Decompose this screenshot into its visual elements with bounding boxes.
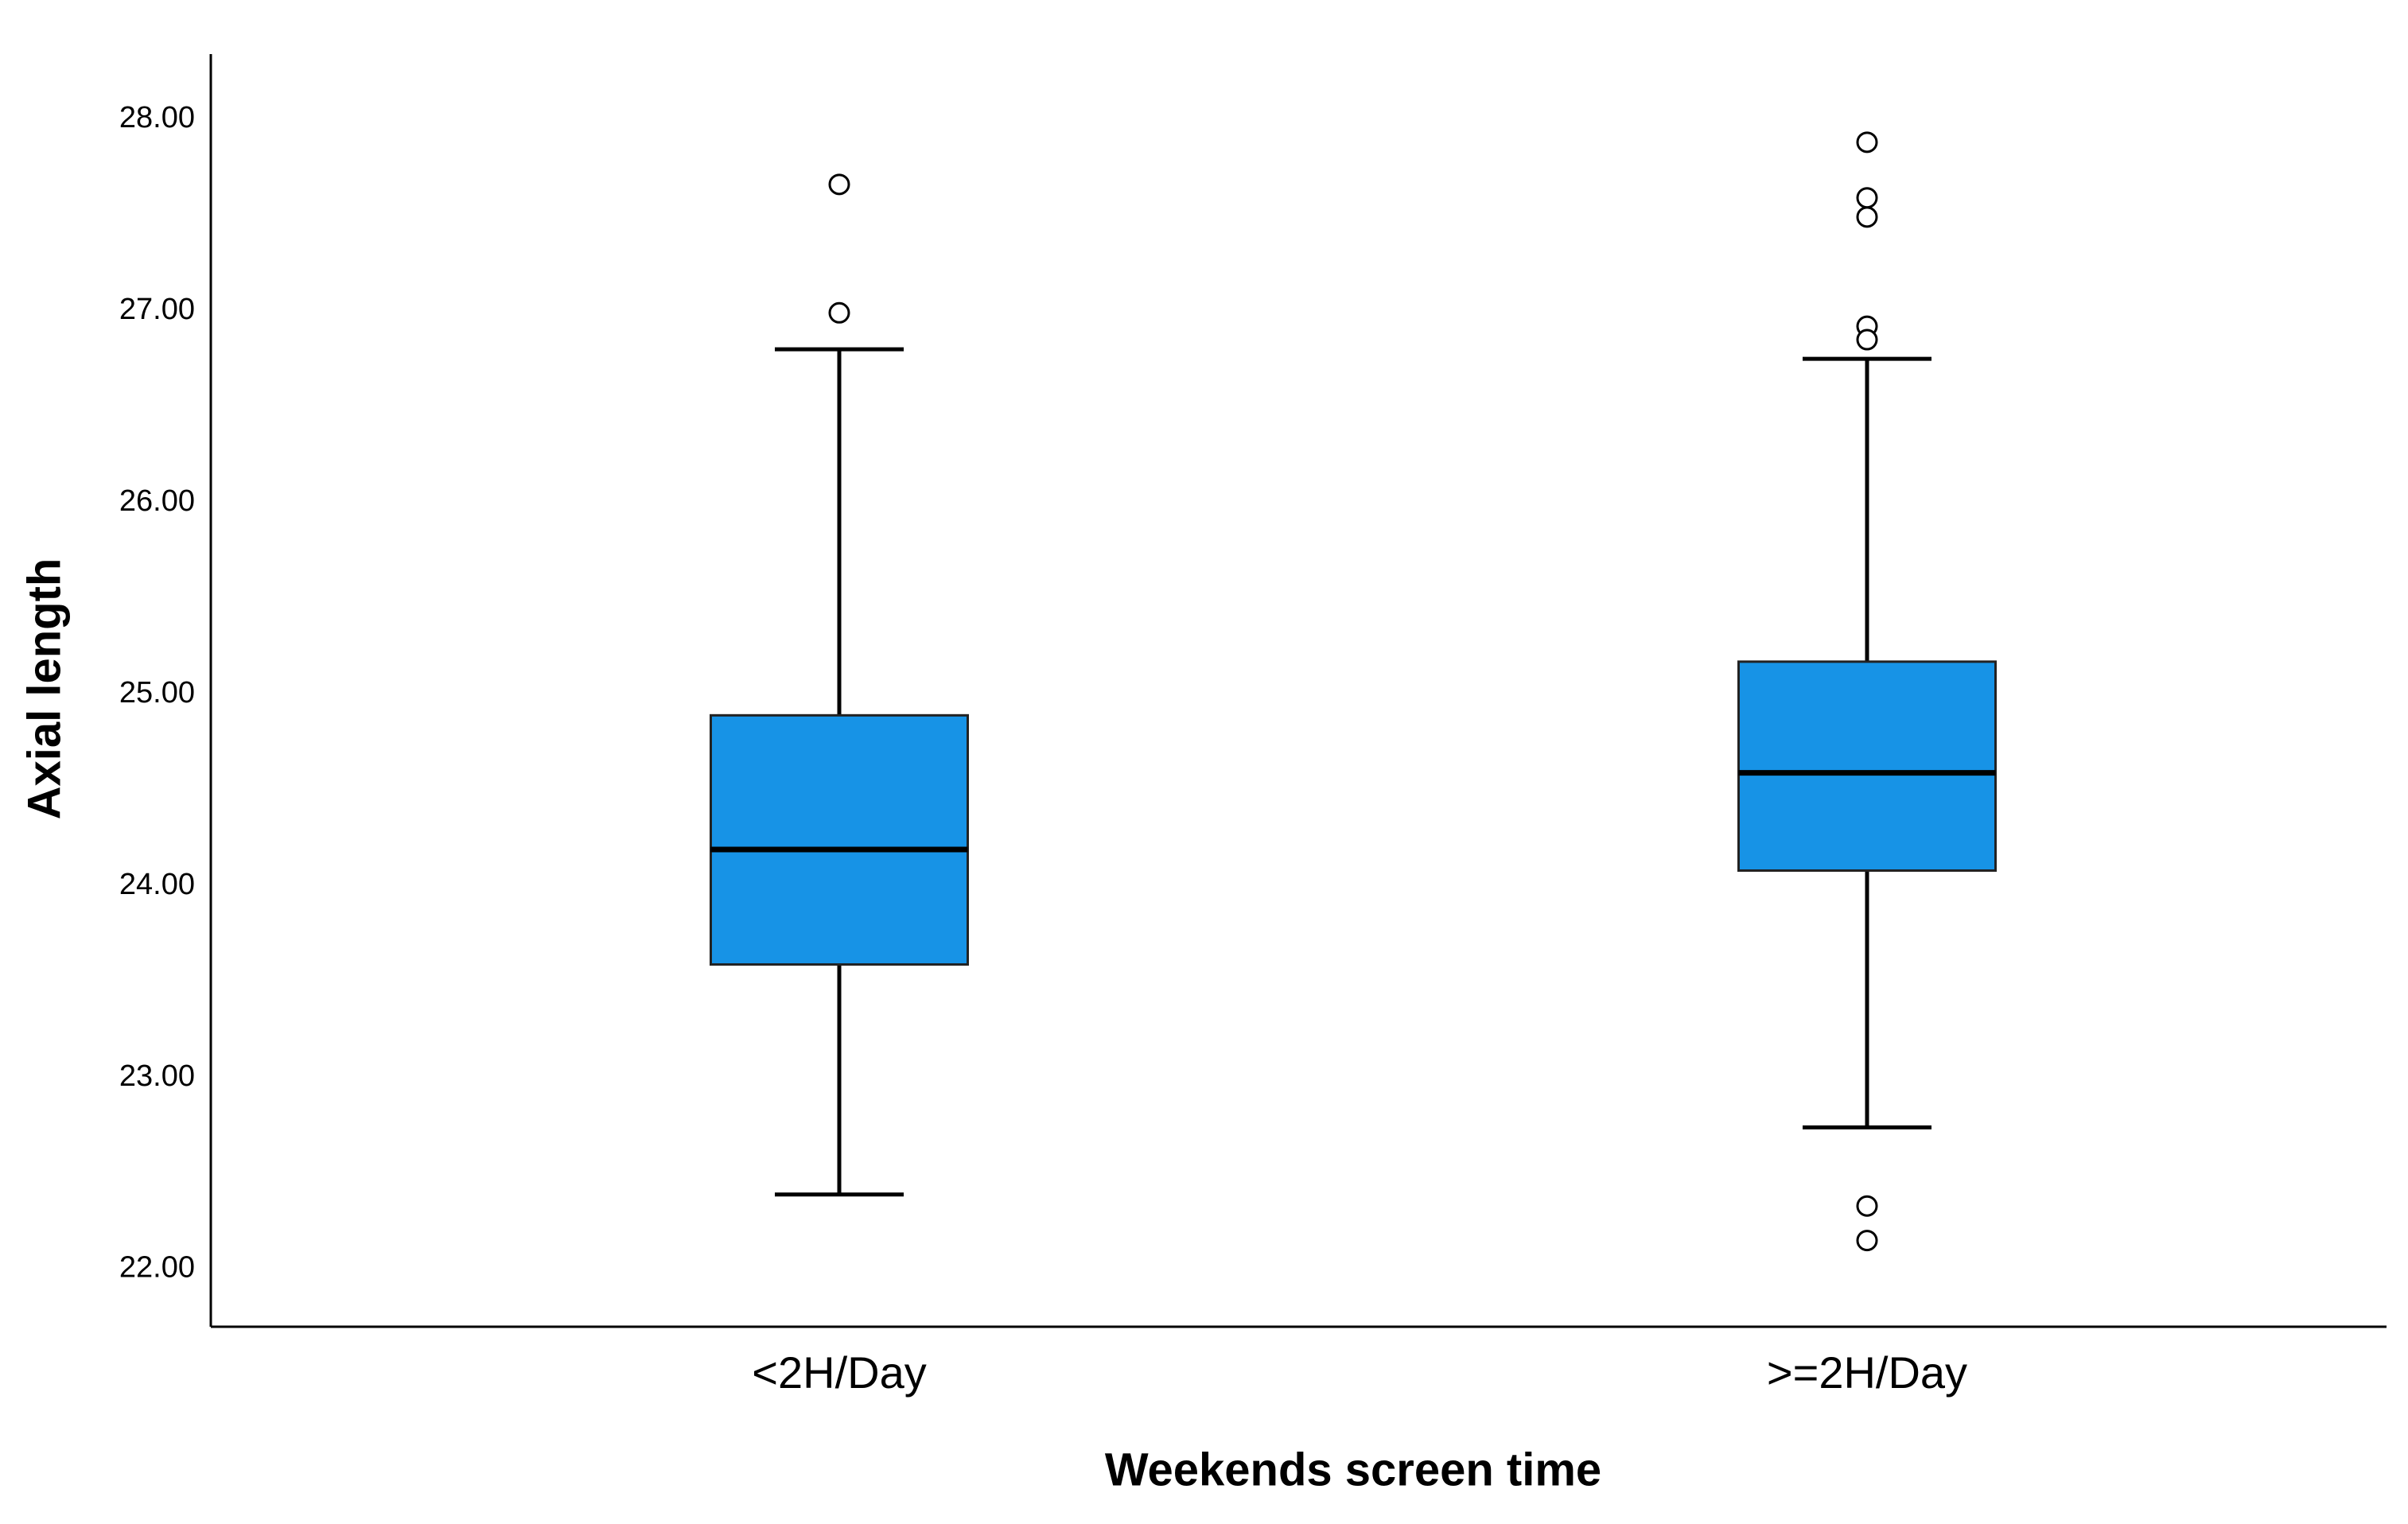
outlier [1856,187,1878,209]
y-tick-label: 24.00 [119,868,195,901]
y-tick-label: 27.00 [119,293,195,326]
x-tick-label: >=2H/Day [1767,1347,1967,1398]
outlier [1856,329,1878,351]
y-tick-label: 28.00 [119,101,195,134]
outlier [1856,1230,1878,1252]
x-tick-label: <2H/Day [752,1347,926,1398]
y-tick-label: 25.00 [119,676,195,710]
outlier [828,301,850,324]
y-tick-label: 23.00 [119,1059,195,1093]
outlier [1856,1195,1878,1217]
y-tick-label: 26.00 [119,484,195,518]
outlier [828,173,850,196]
x-axis-title: Weekends screen time [1105,1444,1601,1495]
y-tick-label: 22.00 [119,1251,195,1285]
box [710,713,969,966]
y-axis-title: Axial length [18,558,70,820]
box [1737,660,1997,873]
outlier [1856,206,1878,228]
outlier [1856,131,1878,154]
